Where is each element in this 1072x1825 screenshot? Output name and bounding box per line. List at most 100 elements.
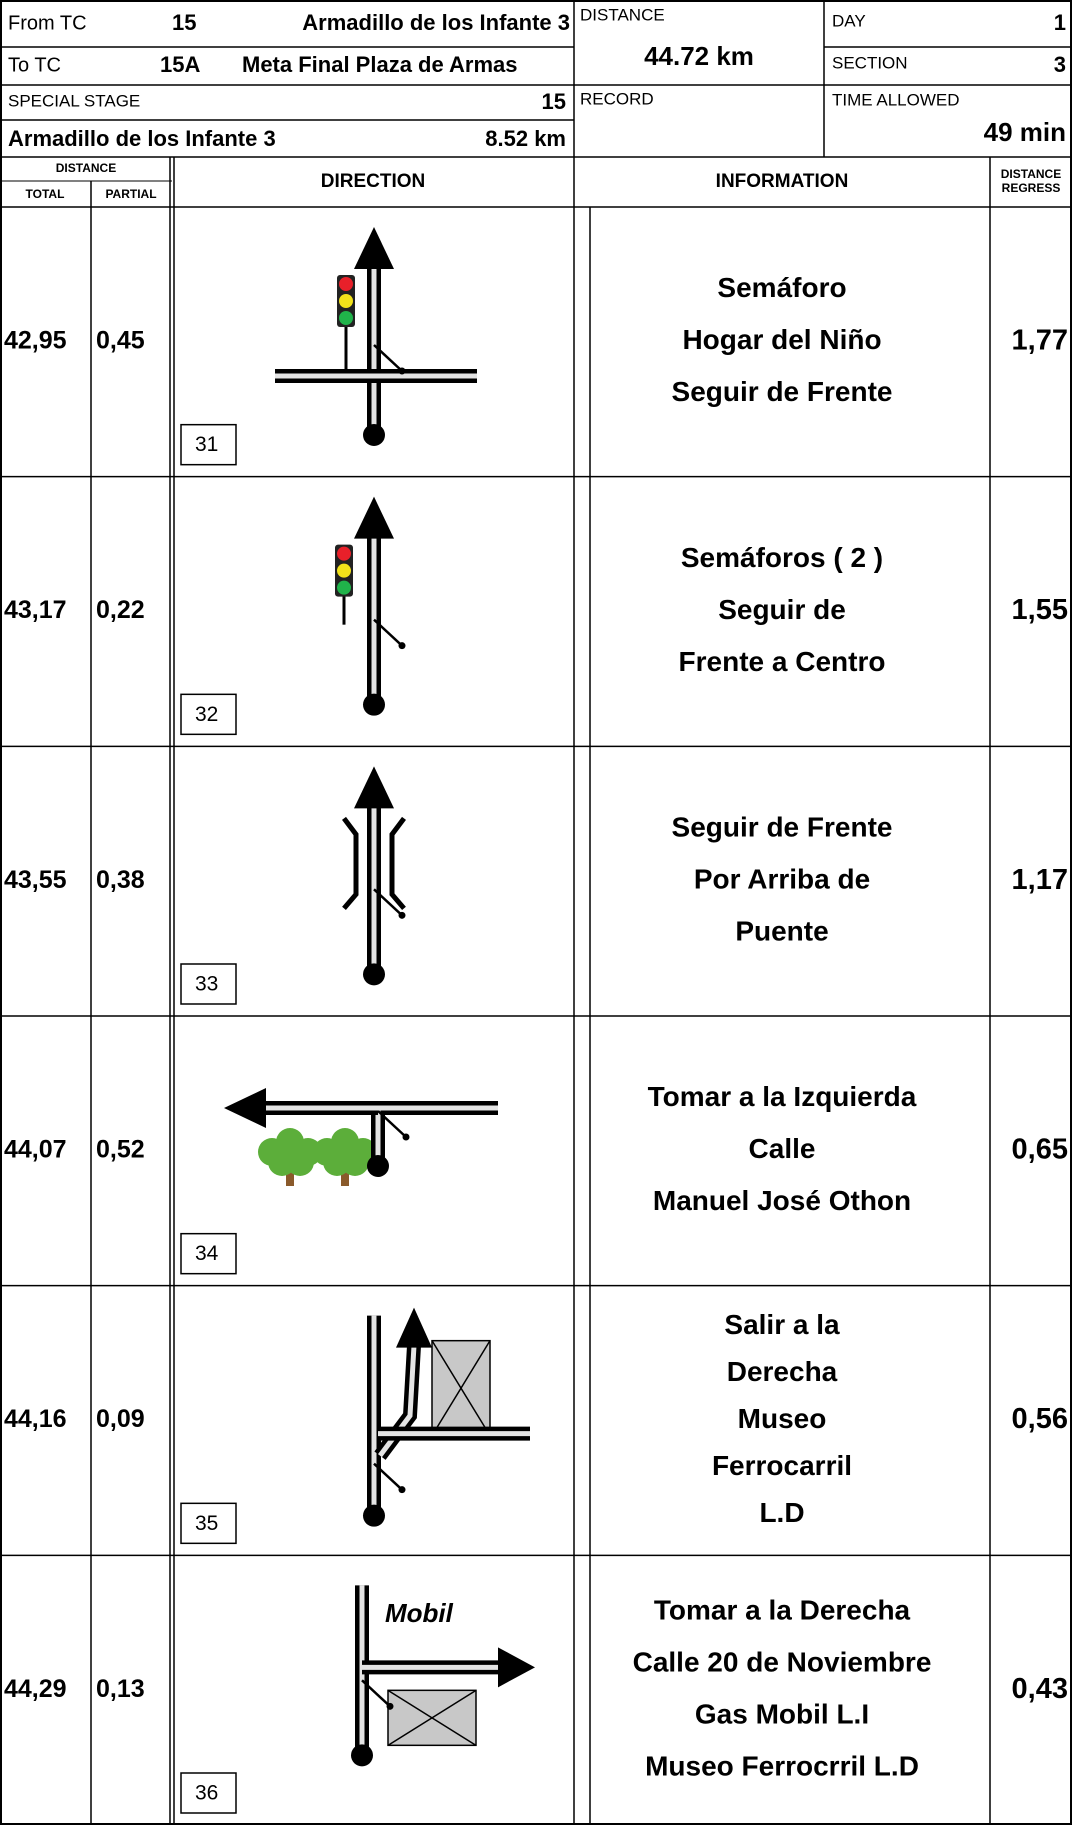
- column-header: TOTAL: [26, 187, 65, 201]
- road-center: [378, 1345, 417, 1458]
- info-line: L.D: [759, 1497, 804, 1528]
- value: 3: [1054, 52, 1066, 77]
- arrow-head: [354, 496, 394, 539]
- foliage: [341, 1148, 369, 1176]
- direction-icon: [335, 496, 406, 716]
- start-dot: [367, 1155, 389, 1177]
- column-header: INFORMATION: [716, 171, 849, 192]
- lamp: [339, 311, 353, 325]
- box-number-frame: [180, 423, 237, 466]
- odo-dot: [402, 1133, 410, 1141]
- box-number-frame: [180, 1502, 237, 1545]
- label: SECTION: [832, 53, 908, 72]
- direction-icon: [224, 1088, 498, 1186]
- lamp: [337, 580, 351, 595]
- total-distance: 44,29: [4, 1675, 67, 1703]
- box-number: 31: [195, 433, 218, 456]
- info-line: Tomar a la Derecha: [654, 1595, 911, 1626]
- box-number: 35: [195, 1512, 218, 1535]
- info-line: Gas Mobil L.I: [695, 1699, 869, 1730]
- label: DISTANCE: [580, 5, 665, 24]
- odo-tick: [361, 1679, 391, 1708]
- value: Armadillo de los Infante 3: [8, 126, 276, 151]
- info-line: Hogar del Niño: [682, 324, 881, 355]
- lamp: [339, 294, 353, 308]
- info-line: Por Arriba de: [694, 864, 870, 895]
- box-number: 34: [195, 1242, 219, 1265]
- odo-tick: [373, 618, 403, 647]
- start-dot: [363, 424, 385, 446]
- info-line: Seguir de Frente: [672, 376, 893, 407]
- arrow-head: [354, 766, 394, 809]
- total-distance: 44,16: [4, 1405, 67, 1433]
- total-distance: 42,95: [4, 326, 67, 354]
- odo-dot: [398, 367, 406, 375]
- bridge: [389, 816, 406, 910]
- arrow-head: [354, 227, 394, 269]
- value: 15: [172, 10, 196, 35]
- info-line: Seguir de Frente: [672, 812, 893, 843]
- column-header: DISTANCE: [1001, 167, 1061, 181]
- column-header: PARTIAL: [105, 187, 156, 201]
- distance-regress: 0,65: [1012, 1133, 1068, 1165]
- partial-distance: 0,45: [96, 326, 145, 354]
- direction-icon: [351, 1585, 535, 1767]
- box-number: 36: [195, 1782, 218, 1805]
- partial-distance: 0,22: [96, 596, 145, 624]
- sign-label: Mobil: [385, 1598, 454, 1628]
- info-line: Frente a Centro: [679, 646, 886, 677]
- box-number: 33: [195, 973, 218, 996]
- arrow-head: [498, 1647, 535, 1688]
- label: TIME ALLOWED: [832, 90, 960, 109]
- odo-dot: [398, 642, 406, 650]
- distance-regress: 0,56: [1012, 1403, 1068, 1435]
- total-distance: 43,55: [4, 866, 67, 894]
- label: RECORD: [580, 89, 654, 108]
- box-number-frame: [180, 963, 237, 1005]
- value: 15: [542, 89, 566, 114]
- label: SPECIAL STAGE: [8, 91, 140, 110]
- odo-tick: [377, 1110, 407, 1138]
- arrow-head: [224, 1088, 266, 1128]
- road-center: [375, 1105, 498, 1166]
- arrow-head: [396, 1307, 432, 1348]
- odo-dot: [398, 1486, 406, 1494]
- direction-icon: [363, 1307, 530, 1527]
- value: Meta Final Plaza de Armas: [242, 52, 518, 77]
- value: 49 min: [984, 117, 1066, 147]
- info-line: Calle: [749, 1133, 816, 1164]
- lamp: [337, 546, 351, 561]
- value: 44.72 km: [644, 41, 754, 71]
- building-cross: [431, 1340, 491, 1437]
- column-header: DIRECTION: [321, 171, 426, 192]
- label: DAY: [832, 11, 866, 30]
- box-number-frame: [180, 693, 237, 736]
- box-number: 32: [195, 703, 218, 726]
- partial-distance: 0,13: [96, 1675, 145, 1703]
- info-line: Manuel José Othon: [653, 1185, 911, 1216]
- info-line: Puente: [735, 916, 828, 947]
- info-line: Museo Ferrocrril L.D: [645, 1751, 919, 1782]
- distance-regress: 1,17: [1012, 864, 1068, 896]
- distance-regress: 0,43: [1012, 1673, 1068, 1705]
- direction-icon: [275, 227, 477, 446]
- building-cross: [387, 1689, 477, 1746]
- partial-distance: 0,38: [96, 866, 145, 894]
- info-line: Semáforos ( 2 ): [681, 542, 883, 573]
- info-line: Calle 20 de Noviembre: [633, 1647, 932, 1678]
- start-dot: [363, 1504, 385, 1527]
- start-dot: [363, 693, 385, 716]
- direction-icon: [342, 766, 406, 986]
- lamp: [339, 277, 353, 291]
- total-distance: 43,17: [4, 596, 67, 624]
- info-line: Museo: [738, 1403, 827, 1434]
- info-line: Tomar a la Izquierda: [648, 1081, 917, 1112]
- start-dot: [363, 963, 385, 986]
- info-line: Seguir de: [718, 594, 846, 625]
- odo-tick: [373, 344, 403, 372]
- label: From TC: [8, 12, 87, 34]
- start-dot: [351, 1744, 373, 1767]
- foliage: [286, 1148, 314, 1176]
- info-line: Ferrocarril: [712, 1450, 852, 1481]
